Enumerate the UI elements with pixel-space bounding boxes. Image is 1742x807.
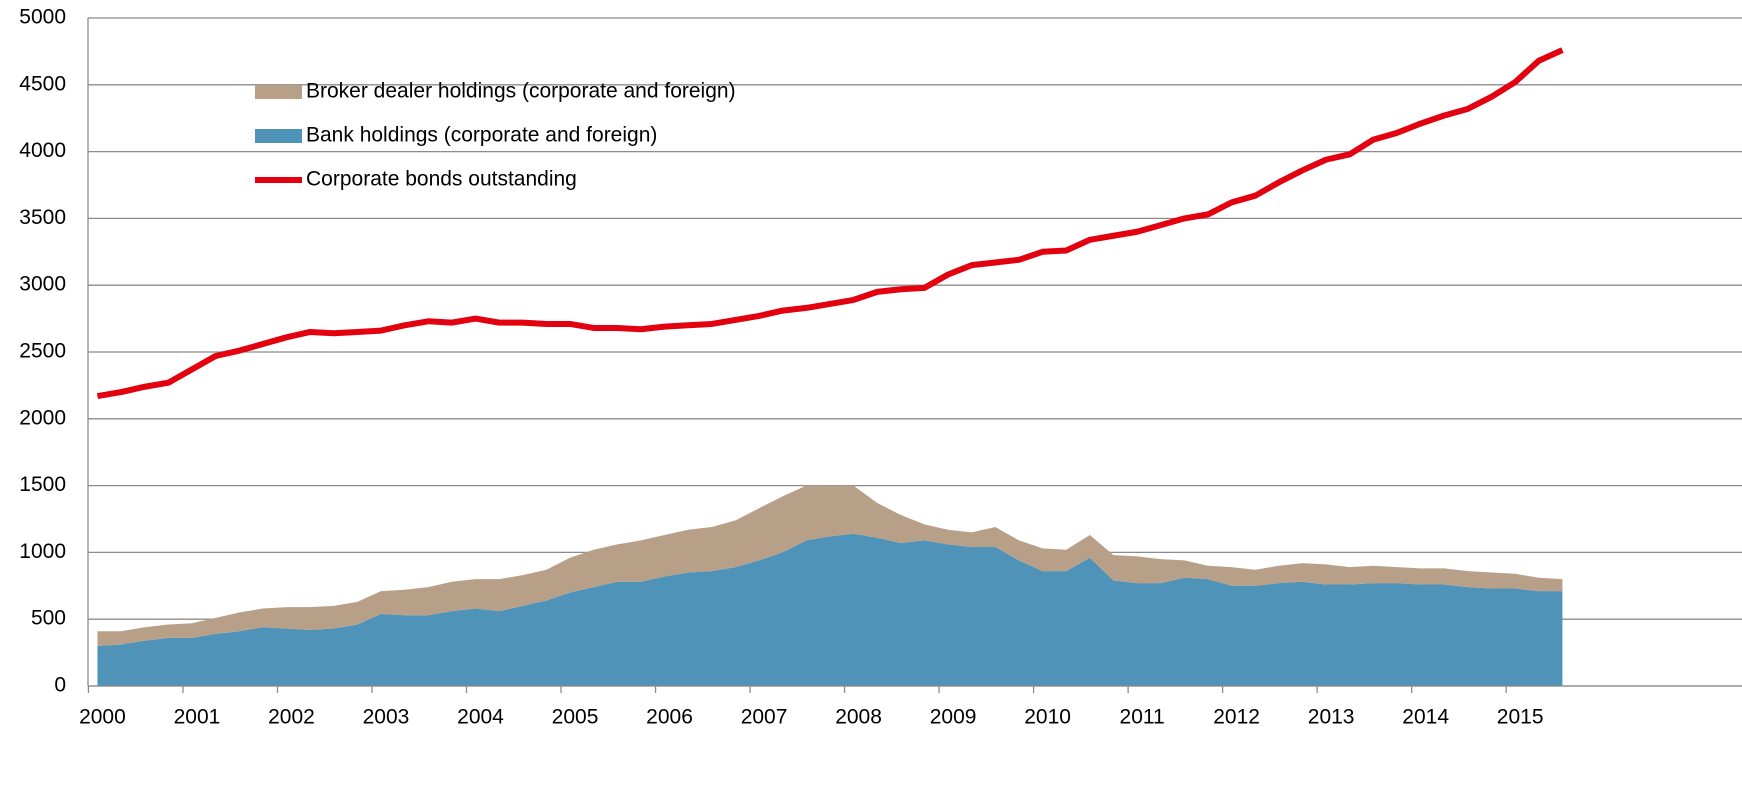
y-tick-label: 2000 xyxy=(19,406,66,429)
y-tick-label: 4500 xyxy=(19,72,66,95)
x-tick-label: 2013 xyxy=(1308,706,1355,729)
x-tick-label: 2003 xyxy=(363,706,410,729)
legend-swatch xyxy=(255,129,302,143)
x-tick-label: 2011 xyxy=(1120,706,1165,729)
legend-label: Broker dealer holdings (corporate and fo… xyxy=(306,80,736,103)
x-tick-label: 2007 xyxy=(741,706,788,729)
x-tick-label: 2012 xyxy=(1213,706,1260,729)
y-tick-label: 1000 xyxy=(19,540,66,563)
area xyxy=(97,485,1563,646)
y-tick-label: 5000 xyxy=(19,6,66,29)
legend-swatch xyxy=(255,85,302,99)
legend-label: Corporate bonds outstanding xyxy=(306,168,577,191)
x-tick-label: 2000 xyxy=(79,706,126,729)
y-tick-label: 2500 xyxy=(19,340,66,363)
y-tick-label: 3500 xyxy=(19,206,66,229)
x-tick-label: 2009 xyxy=(930,706,977,729)
x-tick-label: 2008 xyxy=(835,706,882,729)
x-tick-label: 2015 xyxy=(1497,706,1544,729)
y-tick-label: 1500 xyxy=(19,473,66,496)
x-tick-label: 2001 xyxy=(174,706,221,729)
y-tick-label: 0 xyxy=(54,674,66,697)
y-tick-label: 3000 xyxy=(19,273,66,296)
y-tick-label: 4000 xyxy=(19,139,66,162)
line xyxy=(96,47,1564,400)
x-tick-label: 2010 xyxy=(1024,706,1071,729)
y-tick-label: 500 xyxy=(31,607,66,630)
x-tick-label: 2002 xyxy=(268,706,315,729)
x-tick-label: 2005 xyxy=(552,706,599,729)
legend-label: Bank holdings (corporate and foreign) xyxy=(306,124,657,147)
area xyxy=(97,533,1563,686)
x-tick-label: 2006 xyxy=(646,706,693,729)
x-tick-label: 2004 xyxy=(457,706,504,729)
x-tick-label: 2014 xyxy=(1402,706,1449,729)
